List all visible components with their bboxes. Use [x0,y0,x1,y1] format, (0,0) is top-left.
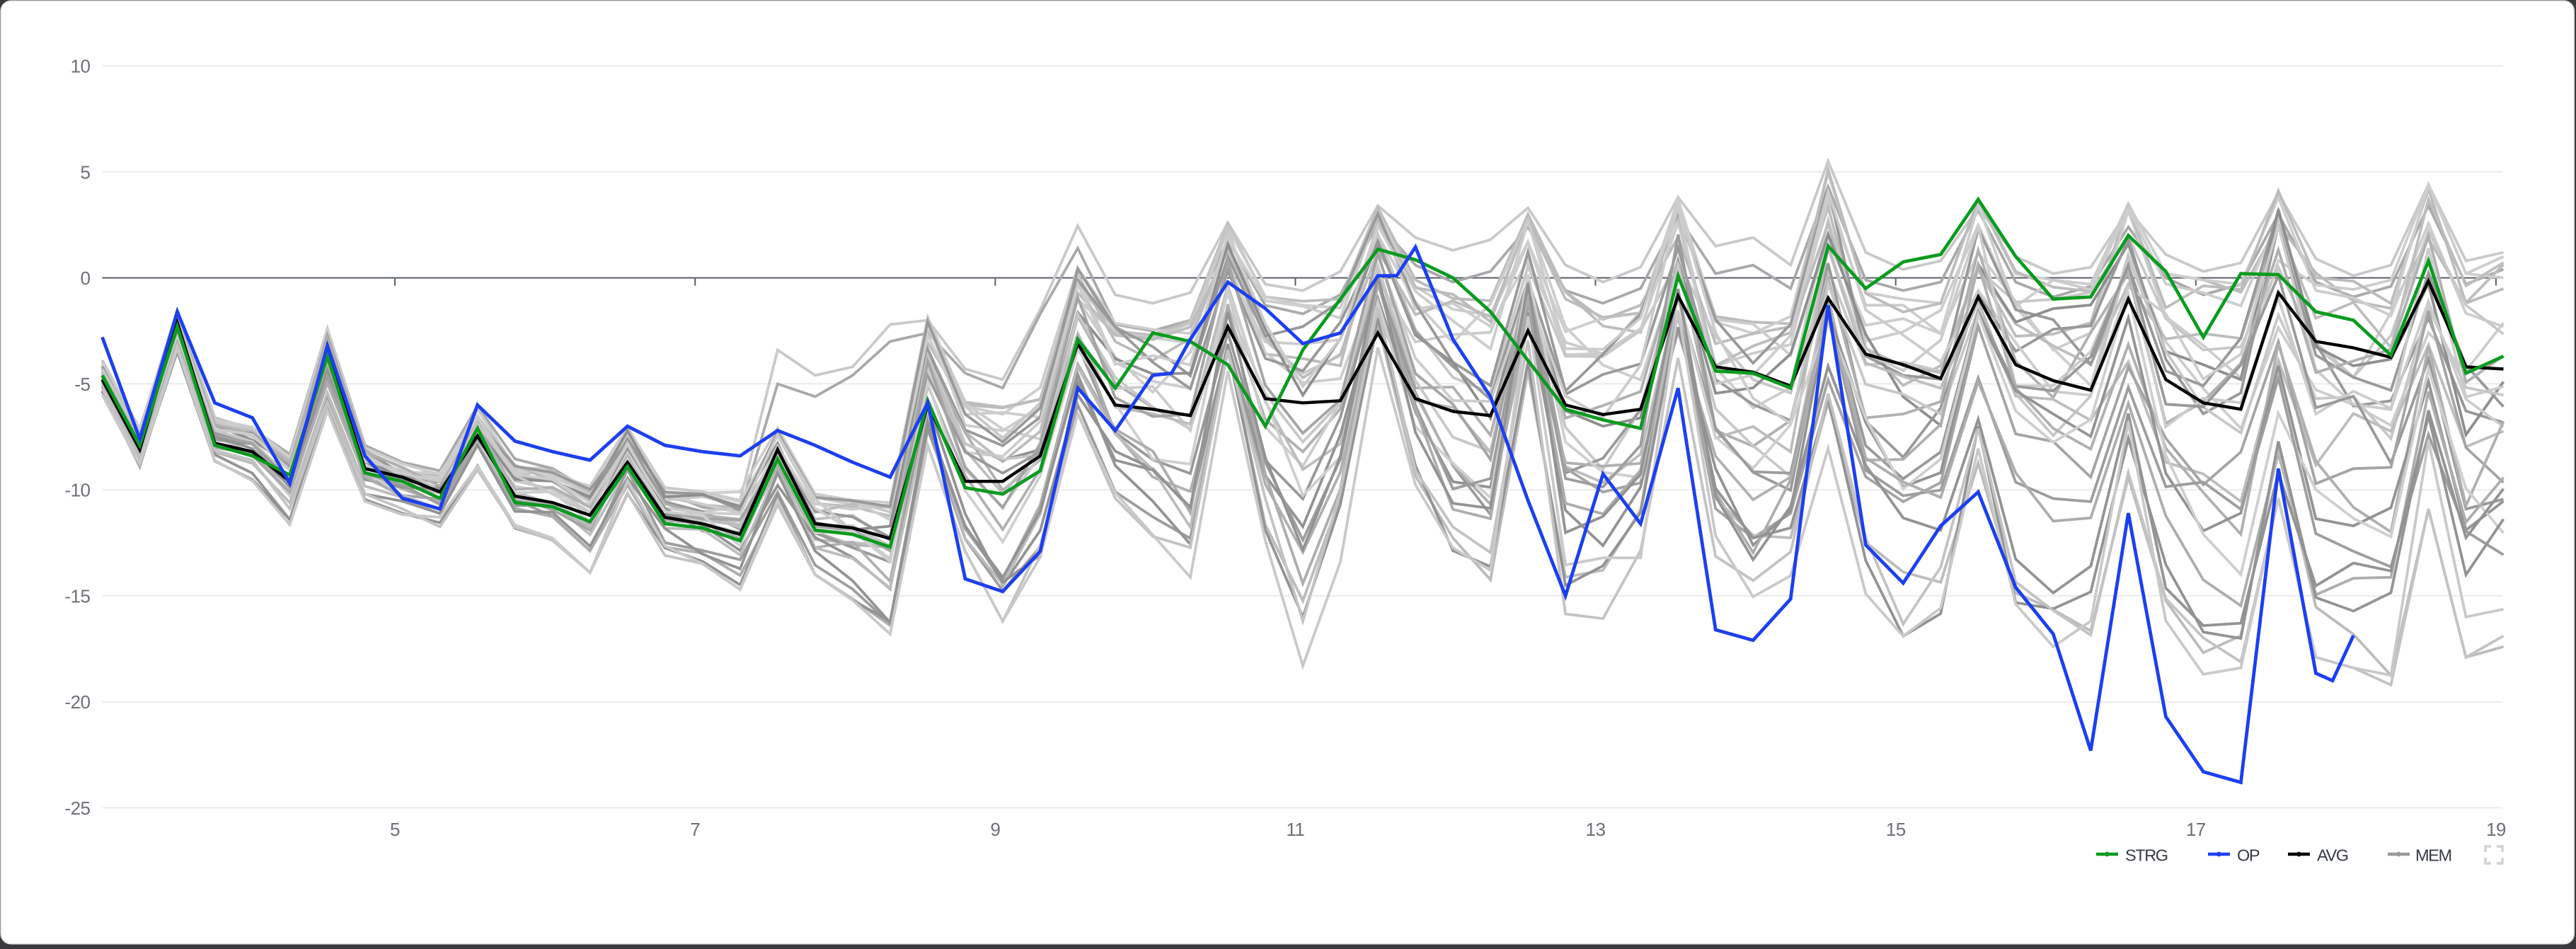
svg-text:-10: -10 [64,480,90,501]
svg-text:-20: -20 [64,691,90,713]
svg-text:-5: -5 [74,374,90,395]
svg-text:7: 7 [690,819,700,840]
svg-text:STRG: STRG [2125,846,2168,865]
svg-text:9: 9 [990,819,1000,840]
svg-text:17: 17 [2186,819,2206,840]
svg-text:5: 5 [390,819,400,840]
svg-text:OP: OP [2237,846,2260,865]
svg-text:5: 5 [81,161,91,183]
svg-text:11: 11 [1286,819,1304,840]
svg-text:AVG: AVG [2317,846,2348,865]
svg-text:-25: -25 [64,798,90,819]
svg-text:19: 19 [2486,819,2506,840]
svg-text:13: 13 [1586,819,1606,840]
svg-text:10: 10 [71,56,91,77]
svg-text:MEM: MEM [2415,846,2451,865]
svg-text:15: 15 [1886,819,1906,840]
svg-text:0: 0 [81,268,91,289]
svg-text:-15: -15 [64,585,90,606]
